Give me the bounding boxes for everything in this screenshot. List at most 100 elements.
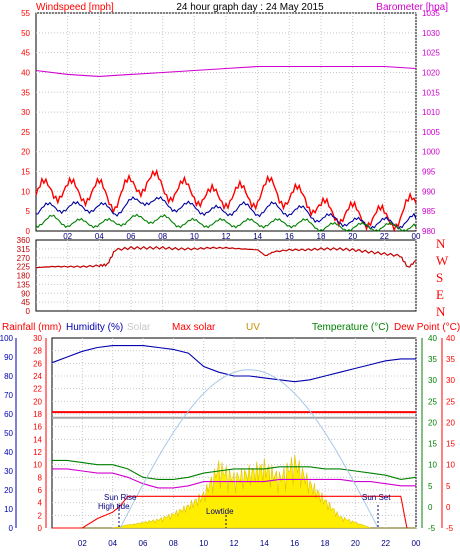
baro-axis-ticks: 980 985 990 995 1000 1005 1010 1015 1020 1025 1030… <box>422 9 440 236</box>
solar-area <box>52 454 416 529</box>
series-direction <box>35 245 417 269</box>
baro-tick-label: 980 <box>422 227 436 236</box>
rain-tick-label: 20 <box>33 397 42 406</box>
humidity-tick-label: 60 <box>4 410 13 419</box>
temp-tick-label: -5 <box>428 524 436 533</box>
baro-tick-label: 995 <box>422 168 436 177</box>
rain-tick-label: 24 <box>33 372 42 381</box>
humidity-tick-label: 80 <box>4 372 13 381</box>
baro-tick-label: 990 <box>422 187 436 196</box>
temp-tick-label: 40 <box>428 334 437 343</box>
direction-tick-label: 315 <box>17 245 31 254</box>
top-time-tick-label: 02 <box>63 232 72 241</box>
dew-tick-label: 40 <box>446 334 455 343</box>
high-tide-label: High tide <box>98 502 130 511</box>
dew-tick-label: 20 <box>446 418 455 427</box>
series-avg <box>35 196 417 230</box>
sun-rise-label: Sun Rise <box>104 493 137 502</box>
bottom-time-tick-label: 18 <box>321 539 330 548</box>
rain-tick-label: 6 <box>38 486 43 495</box>
dew-tick-label: -5 <box>446 524 454 533</box>
legend-rainfall: Rainfall (mm) <box>2 322 61 333</box>
top-time-tick-label: 10 <box>190 232 199 241</box>
bottom-time-tick-label: 04 <box>108 539 117 548</box>
wind-tick-label: 15 <box>21 168 30 177</box>
bottom-time-tick-label: 06 <box>139 539 148 548</box>
series-temperature-c- <box>52 459 417 480</box>
compass-letter: W <box>436 253 449 268</box>
chart-title: 24 hour graph day : 24 May 2015 <box>176 2 324 13</box>
bottom-time-tick-label: 02 <box>78 539 87 548</box>
baro-tick-label: 1030 <box>422 29 440 38</box>
legend-solar: Solar <box>127 322 151 333</box>
rain-tick-label: 18 <box>33 410 42 419</box>
wind-tick-label: 55 <box>21 9 30 18</box>
wind-tick-label: 0 <box>26 227 31 236</box>
temp-tick-label: 25 <box>428 397 437 406</box>
dew-tick-label: 5 <box>446 482 451 491</box>
rain-tick-label: 28 <box>33 347 42 356</box>
rain-tick-label: 0 <box>38 524 43 533</box>
compass-letter: N <box>436 304 446 319</box>
temp-tick-label: 5 <box>428 482 433 491</box>
top-time-tick-label: 18 <box>317 232 326 241</box>
wind-tick-label: 10 <box>21 187 30 196</box>
bottom-axes: 0102030405060708090100024681012141618202… <box>0 334 455 533</box>
humidity-tick-label: 50 <box>4 429 13 438</box>
compass-letter: N <box>436 236 446 251</box>
series-low <box>35 213 417 232</box>
series-rainfall-mm- <box>52 495 408 529</box>
humidity-tick-label: 30 <box>4 467 13 476</box>
bottom-time-tick-label: 12 <box>230 539 239 548</box>
top-plot-frame <box>35 12 417 232</box>
legend-uv: UV <box>246 322 260 333</box>
humidity-tick-label: 40 <box>4 448 13 457</box>
humidity-tick-label: 10 <box>4 505 13 514</box>
direction-tick-label: 225 <box>17 263 31 272</box>
bottom-time-tick-label: 10 <box>199 539 208 548</box>
bottom-time-tick-label: 22 <box>381 539 390 548</box>
temp-tick-label: 10 <box>428 461 437 470</box>
top-time-tick-label: 04 <box>95 232 104 241</box>
wind-tick-label: 40 <box>21 68 30 77</box>
rain-tick-label: 12 <box>33 448 42 457</box>
top-time-tick-label: 14 <box>253 232 262 241</box>
dew-tick-label: 15 <box>446 440 455 449</box>
rain-tick-label: 4 <box>38 499 43 508</box>
bottom-grid <box>52 338 417 528</box>
bottom-time-ticks: 02 04 06 08 10 12 14 16 18 20 22 00 <box>78 539 421 548</box>
direction-tick-label: 45 <box>21 298 30 307</box>
series-gust <box>35 168 417 233</box>
series-max-solar-curve <box>119 369 379 529</box>
temp-tick-label: 15 <box>428 440 437 449</box>
temp-tick-label: 20 <box>428 418 437 427</box>
temp-tick-label: 35 <box>428 355 437 364</box>
direction-tick-label: 180 <box>17 272 31 281</box>
top-time-tick-label: 16 <box>285 232 294 241</box>
baro-tick-label: 1035 <box>422 9 440 18</box>
wind-tick-label: 50 <box>21 29 30 38</box>
wind-tick-label: 35 <box>21 88 30 97</box>
compass-letter: E <box>436 287 444 302</box>
top-time-tick-label: 22 <box>380 232 389 241</box>
top-time-ticks: 02 04 06 08 10 12 14 16 18 20 22 00 <box>63 232 421 241</box>
legend-temperature: Temperature (°C) <box>312 322 389 333</box>
dew-tick-label: 30 <box>446 376 455 385</box>
wind-axis-ticks: 0 5 10 15 20 25 30 35 40 45 50 55 <box>21 9 30 236</box>
rain-tick-label: 30 <box>33 334 42 343</box>
wind-tick-label: 25 <box>21 128 30 137</box>
direction-tick-label: 135 <box>17 280 31 289</box>
series-humidity- <box>51 345 416 383</box>
dew-tick-label: 0 <box>446 503 451 512</box>
wind-tick-label: 30 <box>21 108 30 117</box>
series-dew-point-c- <box>52 468 416 489</box>
temp-tick-label: 0 <box>428 503 433 512</box>
sun-set-label: Sun Set <box>362 493 391 502</box>
humidity-tick-label: 0 <box>9 524 14 533</box>
top-series <box>35 65 417 233</box>
rain-tick-label: 10 <box>33 461 42 470</box>
baro-tick-label: 1005 <box>422 128 440 137</box>
series-solar <box>52 454 416 529</box>
